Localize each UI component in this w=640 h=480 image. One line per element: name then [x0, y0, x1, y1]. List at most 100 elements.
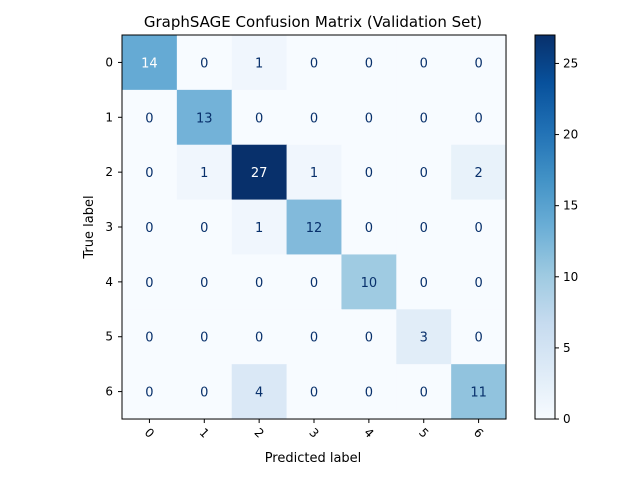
cell-value-label: 0: [365, 331, 373, 346]
heatmap-cell: [396, 309, 452, 365]
cell-value-label: 0: [474, 276, 482, 291]
heatmap-cell: [341, 35, 397, 91]
colorbar-tick-label: 25: [563, 56, 578, 70]
cell-value-label: 27: [251, 166, 268, 181]
heatmap-cell: [286, 364, 342, 420]
cell-value-label: 0: [255, 111, 263, 126]
cell-value-label: 0: [310, 56, 318, 71]
heatmap-cell: [396, 144, 452, 201]
heatmap-cell: [231, 144, 288, 201]
cell-value-label: 0: [474, 221, 482, 236]
heatmap-cell: [396, 364, 452, 420]
cell-value-label: 1: [255, 56, 263, 71]
heatmap-cell: [176, 364, 233, 420]
heatmap-cell: [451, 144, 507, 201]
cell-value-label: 3: [420, 331, 428, 346]
heatmap-cell: [396, 35, 452, 91]
cell-value-label: 0: [420, 221, 428, 236]
cell-value-label: 0: [365, 166, 373, 181]
x-axis-ticks: 0 1 2 3 4 5 6: [142, 419, 486, 441]
heatmap-cell: [286, 254, 342, 310]
cell-value-label: 0: [145, 331, 153, 346]
y-tick-label: 0: [105, 55, 113, 69]
heatmap-cell: [451, 364, 507, 420]
cell-value-label: 0: [145, 386, 153, 401]
heatmap-cell: [122, 254, 178, 310]
heatmap-cell: [451, 35, 507, 91]
heatmap-cell: [176, 35, 233, 91]
heatmap-cell: [451, 199, 507, 255]
cell-value-label: 10: [361, 276, 378, 291]
heatmap-cell: [176, 254, 233, 310]
heatmap-cell: [122, 309, 178, 365]
heatmap-cell: [451, 309, 507, 365]
cell-value-label: 0: [145, 166, 153, 181]
cell-value-label: 0: [420, 111, 428, 126]
cell-value-label: 0: [145, 276, 153, 291]
colorbar: [534, 34, 556, 420]
cell-value-label: 0: [365, 56, 373, 71]
heatmap-cell: [231, 35, 288, 91]
heatmap-cell: [176, 144, 233, 201]
cell-value-label: 0: [310, 276, 318, 291]
cell-value-label: 0: [200, 331, 208, 346]
cell-value-label: 0: [420, 166, 428, 181]
x-tick-label: 5: [416, 425, 431, 440]
y-tick-label: 3: [105, 220, 113, 234]
cell-value-label: 11: [470, 386, 487, 401]
colorbar-tick-label: 10: [563, 270, 578, 284]
cell-value-label: 0: [200, 56, 208, 71]
heatmap-cell: [231, 254, 288, 310]
heatmap-cell: [122, 35, 178, 91]
y-tick-label: 1: [105, 110, 113, 124]
x-axis-label: Predicted label: [265, 451, 362, 466]
cell-value-label: 0: [365, 111, 373, 126]
cell-value-label: 0: [200, 386, 208, 401]
cell-value-label: 0: [420, 276, 428, 291]
y-axis-ticks: 0 1 2 3 4 5 6: [105, 55, 122, 399]
heatmap-cell: [341, 144, 397, 201]
y-tick-label: 4: [105, 275, 113, 289]
x-tick-label: 3: [306, 425, 321, 440]
heatmap-cell: [341, 364, 397, 420]
chart-title: GraphSAGE Confusion Matrix (Validation S…: [144, 13, 482, 31]
x-tick-label: 2: [251, 425, 266, 440]
heatmap-cells: [122, 35, 507, 420]
heatmap-cell: [396, 254, 452, 310]
heatmap-cell: [231, 309, 288, 365]
cell-value-label: 13: [196, 111, 213, 126]
cell-value-label: 0: [145, 111, 153, 126]
cell-value-label: 0: [310, 111, 318, 126]
heatmap-cell: [341, 254, 397, 310]
cell-value-label: 0: [420, 386, 428, 401]
cell-value-labels: 14 0 1 0 0 0 00 13 0 0 0 0 00 1 27 1 0 0 20 0 1 12 0 0 00 0 0 0 10 0 0…: [141, 56, 487, 400]
cell-value-label: 12: [306, 221, 323, 236]
heatmap-cell: [286, 309, 342, 365]
y-tick-label: 2: [105, 165, 113, 179]
heatmap-cell: [231, 364, 288, 420]
heatmap-cell: [286, 199, 342, 255]
cell-value-label: 4: [255, 386, 263, 401]
heatmap-cell: [122, 199, 178, 255]
heatmap-cell: [451, 89, 507, 146]
cell-value-label: 0: [474, 56, 482, 71]
colorbar-tick-label: 15: [563, 199, 578, 213]
heatmap-cell: [122, 144, 178, 201]
cell-value-label: 14: [141, 56, 158, 71]
heatmap-cell: [286, 35, 342, 91]
cell-value-label: 0: [365, 386, 373, 401]
cell-value-label: 2: [474, 166, 482, 181]
colorbar-tick-label: 5: [563, 341, 571, 355]
cell-value-label: 0: [255, 331, 263, 346]
cell-value-label: 0: [310, 331, 318, 346]
heatmap-cell: [286, 89, 342, 146]
cell-value-label: 0: [365, 221, 373, 236]
heatmap-cell: [341, 89, 397, 146]
heatmap-cell: [451, 254, 507, 310]
y-axis-label: True label: [82, 195, 97, 259]
cell-value-label: 1: [310, 166, 318, 181]
colorbar-tick-label: 0: [563, 412, 571, 426]
heatmap-cell: [231, 199, 288, 255]
heatmap-cell: [396, 199, 452, 255]
